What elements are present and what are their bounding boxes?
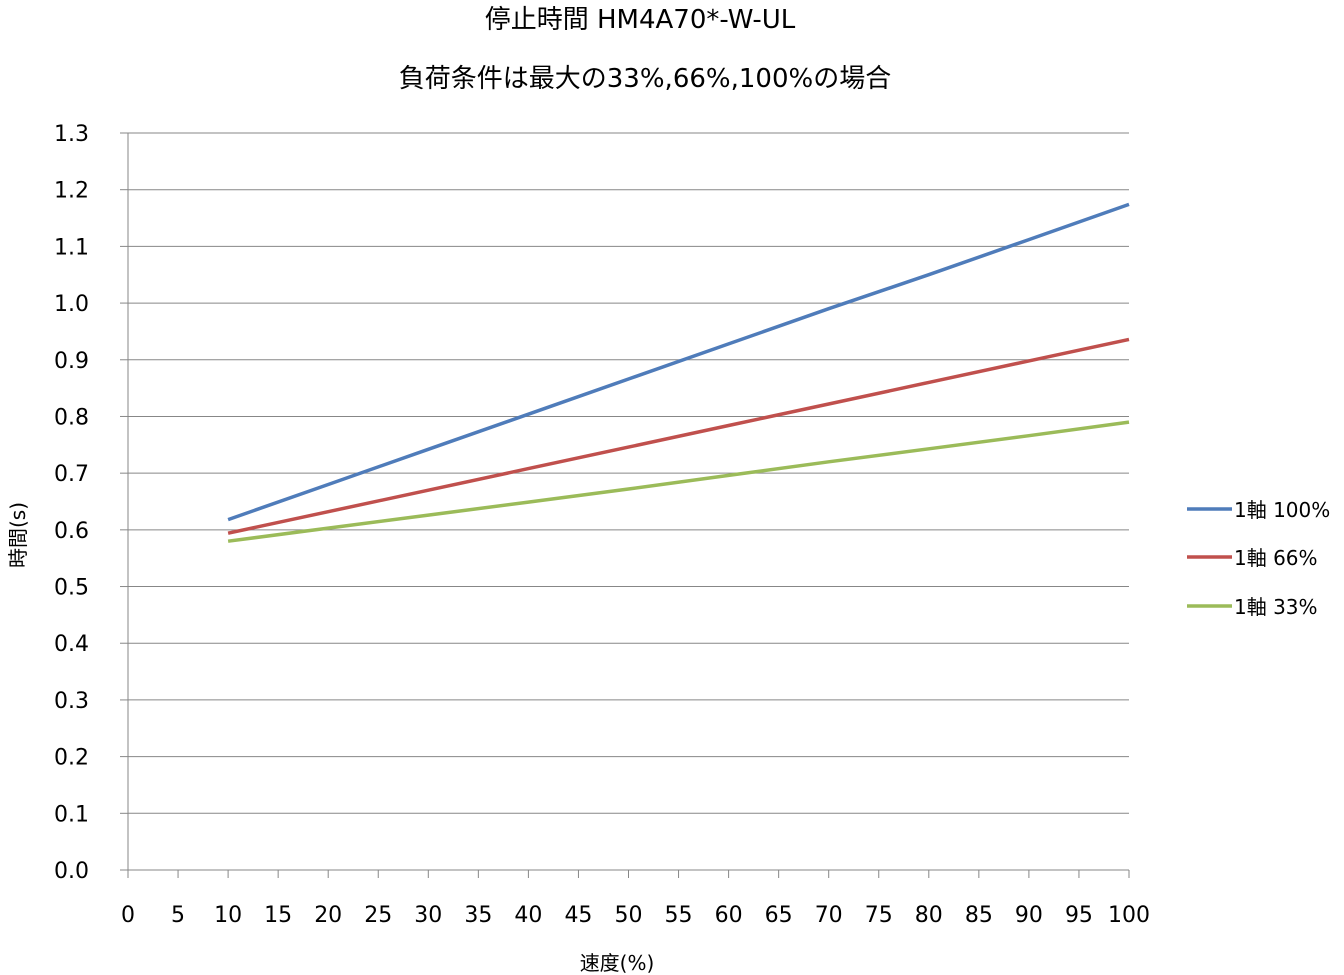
x-axis-label: 速度(%): [580, 951, 655, 975]
x-tick-label: 15: [264, 903, 292, 928]
x-axis-ticks: 0 5 10 15 20 25 30 35 40 45 50 55 60 65 70 75 80 85 90 95 10…: [121, 870, 1150, 928]
y-tick-label: 0.0: [54, 859, 89, 884]
x-tick-label: 70: [815, 903, 843, 928]
chart-title-line2: 負荷条件は最大の33%,66%,100%の場合: [399, 64, 891, 94]
y-tick-label: 0.5: [54, 576, 89, 601]
y-tick-label: 0.9: [54, 349, 89, 374]
y-tick-label: 0.1: [54, 802, 89, 827]
x-tick-label: 10: [214, 903, 242, 928]
y-tick-label: 1.0: [54, 292, 89, 317]
x-tick-label: 95: [1065, 903, 1093, 928]
chart-title-line1: 停止時間 HM4A70*-W-UL: [485, 5, 796, 35]
grid-lines: [128, 132, 1129, 814]
legend-label-3: 1軸 33%: [1234, 595, 1318, 619]
x-tick-label: 75: [865, 903, 893, 928]
x-tick-label: 35: [464, 903, 492, 928]
x-tick-label: 90: [1015, 903, 1043, 928]
y-tick-label: 1.3: [54, 122, 89, 147]
y-tick-label: 0.4: [54, 632, 89, 657]
x-tick-label: 45: [564, 903, 592, 928]
y-tick-label: 0.6: [54, 519, 89, 544]
series-line-1: [227, 202, 1130, 522]
y-axis-ticks: 0.0 0.1 0.2 0.3 0.4 0.5 0.6 0.7 0.8 0.9 1.0 1.1 1.2 1…: [54, 122, 128, 884]
y-tick-label: 0.2: [54, 746, 89, 771]
series-line-3: [227, 420, 1130, 543]
x-tick-label: 65: [765, 903, 793, 928]
legend-label-1: 1軸 100%: [1234, 498, 1330, 522]
legend-label-2: 1軸 66%: [1234, 546, 1318, 570]
x-tick-label: 50: [615, 903, 643, 928]
x-tick-label: 60: [715, 903, 743, 928]
x-tick-label: 40: [514, 903, 542, 928]
x-tick-label: 100: [1108, 903, 1150, 928]
y-tick-label: 1.2: [54, 179, 89, 204]
x-tick-label: 25: [364, 903, 392, 928]
series-line-2: [227, 337, 1130, 535]
legend: 1軸 100% 1軸 66% 1軸 33%: [1187, 498, 1330, 619]
x-tick-label: 0: [121, 903, 135, 928]
y-tick-label: 1.1: [54, 235, 89, 260]
x-tick-label: 30: [414, 903, 442, 928]
y-tick-label: 0.3: [54, 689, 89, 714]
y-axis-label: 時間(s): [6, 502, 30, 568]
x-tick-label: 85: [965, 903, 993, 928]
y-tick-label: 0.7: [54, 462, 89, 487]
series-lines: [227, 202, 1130, 543]
x-tick-label: 80: [915, 903, 943, 928]
x-tick-label: 55: [665, 903, 693, 928]
x-tick-label: 5: [171, 903, 185, 928]
y-tick-label: 0.8: [54, 405, 89, 430]
x-tick-label: 20: [314, 903, 342, 928]
